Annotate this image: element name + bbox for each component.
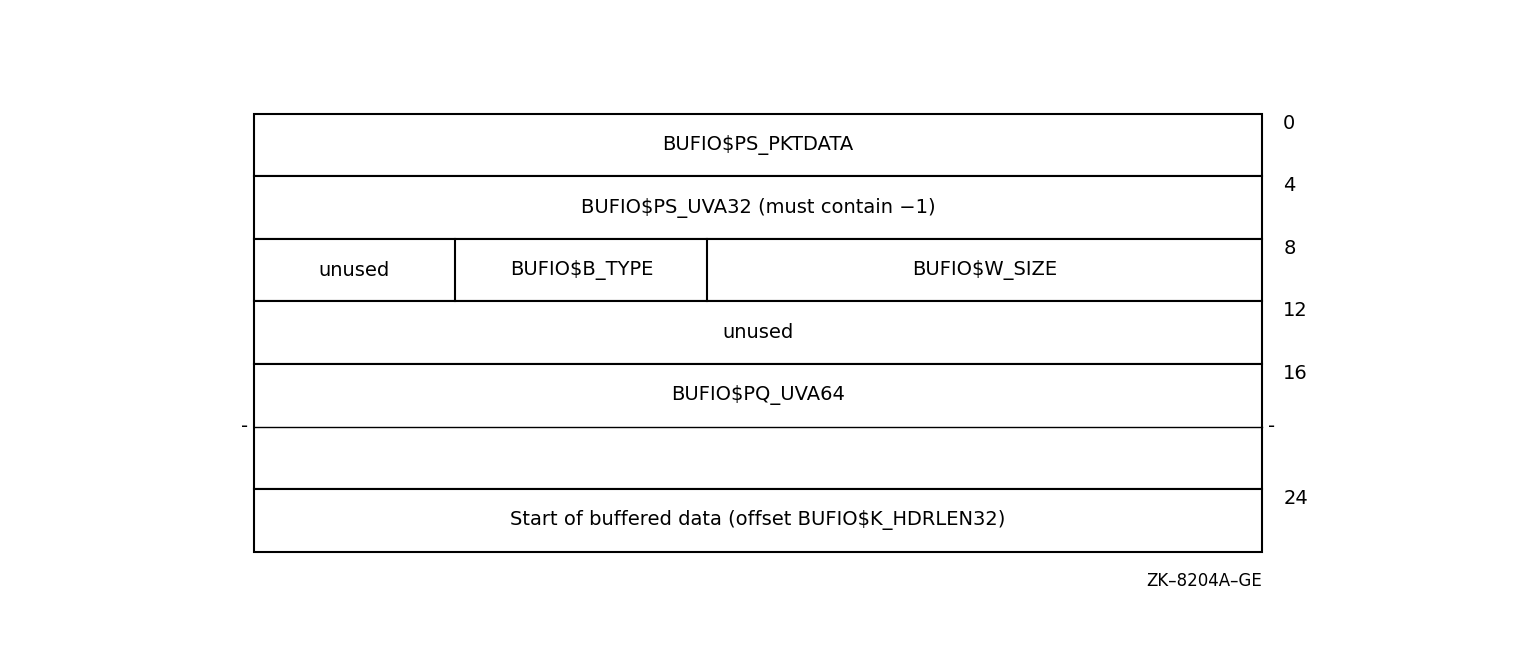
Bar [254, 239, 1262, 302]
Text: 12: 12 [1283, 302, 1307, 320]
Text: BUFIO$PQ_UVA64: BUFIO$PQ_UVA64 [670, 385, 844, 405]
Text: 0: 0 [1283, 114, 1295, 132]
Text: -: - [1268, 417, 1275, 436]
Text: BUFIO$W_SIZE: BUFIO$W_SIZE [912, 260, 1058, 280]
Text: 16: 16 [1283, 364, 1307, 383]
Text: BUFIO$PS_UVA32 (must contain −1): BUFIO$PS_UVA32 (must contain −1) [581, 197, 935, 217]
Text: 4: 4 [1283, 177, 1295, 195]
Text: BUFIO$B_TYPE: BUFIO$B_TYPE [510, 260, 654, 280]
Bar [254, 302, 1262, 364]
Bar [254, 489, 1262, 552]
Text: Start of buffered data (offset BUFIO$K_HDRLEN32): Start of buffered data (offset BUFIO$K_H… [510, 510, 1006, 531]
Text: 8: 8 [1283, 239, 1295, 258]
Bar [254, 364, 1262, 489]
Text: -: - [241, 417, 248, 436]
Bar [254, 114, 1262, 177]
Text: unused: unused [722, 323, 793, 343]
Text: BUFIO$PS_PKTDATA: BUFIO$PS_PKTDATA [663, 135, 853, 155]
Text: unused: unused [319, 261, 390, 280]
Text: ZK–8204A–GE: ZK–8204A–GE [1147, 572, 1262, 590]
Bar [254, 177, 1262, 239]
Text: 24: 24 [1283, 489, 1307, 508]
